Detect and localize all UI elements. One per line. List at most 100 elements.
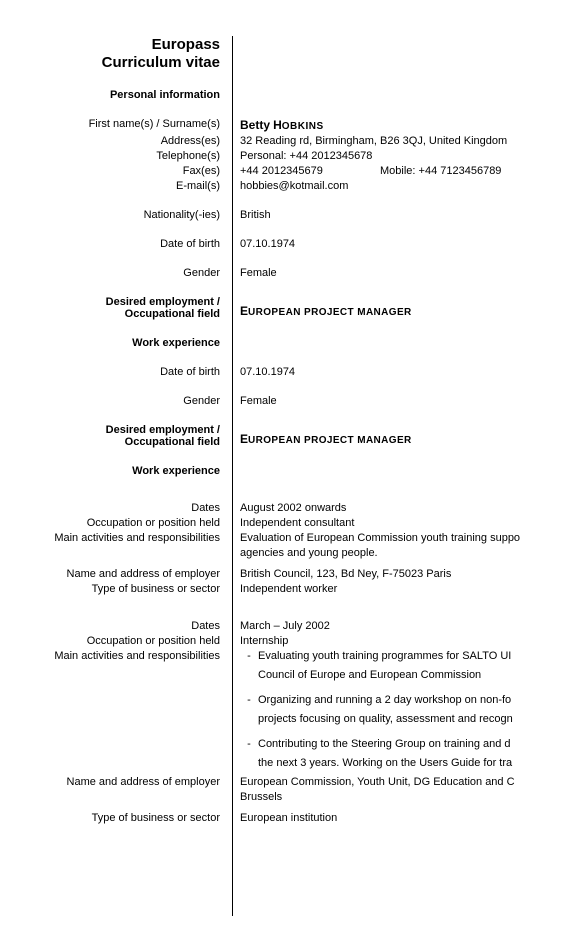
exp1-activities-row-2: agencies and young people. (0, 547, 580, 559)
dash-icon: - (240, 694, 258, 706)
desired-heading-2: Occupational field (0, 308, 220, 320)
exp2-business-value: European institution (228, 812, 568, 824)
dob-row: Date of birth 07.10.1974 (0, 238, 580, 250)
name-row: First name(s) / Surname(s) Betty HOBKINS (0, 118, 580, 132)
desired-heading-row: Desired employment / Occupational field … (0, 296, 580, 320)
name-label: First name(s) / Surname(s) (0, 118, 228, 132)
workexp-heading-row-2: Work experience (0, 465, 580, 477)
exp1-activities-value2: agencies and young people. (228, 547, 568, 559)
desired-value-rest: UROPEAN PROJECT MANAGER (248, 307, 412, 318)
exp2-business-row: Type of business or sector European inst… (0, 812, 580, 824)
exp2-dates-row: Dates March – July 2002 (0, 620, 580, 632)
exp2-b2b: projects focusing on quality, assessment… (258, 713, 568, 725)
exp1-dates-row: Dates August 2002 onwards (0, 502, 580, 514)
exp2-b2a: Organizing and running a 2 day workshop … (258, 694, 568, 706)
email-value: hobbies@kotmail.com (228, 180, 568, 192)
dash-icon: - (240, 738, 258, 750)
exp1-activities-label: Main activities and responsibilities (0, 532, 228, 544)
exp2-bullet-1: - Evaluating youth training programmes f… (228, 650, 568, 662)
exp1-occupation-value: Independent consultant (228, 517, 568, 529)
gender-value: Female (228, 267, 568, 279)
workexp-heading-1: Work experience (0, 337, 228, 349)
exp2-bullet-2: - Organizing and running a 2 day worksho… (228, 694, 568, 706)
exp2-occupation-label: Occupation or position held (0, 635, 228, 647)
title-line1: Europass (0, 36, 220, 54)
exp2-dates-value: March – July 2002 (228, 620, 568, 632)
nationality-label: Nationality(-ies) (0, 209, 228, 221)
fax-row: Fax(es) +44 2012345679 Mobile: +44 71234… (0, 165, 580, 177)
exp1-occupation-label: Occupation or position held (0, 517, 228, 529)
exp1-dates-label: Dates (0, 502, 228, 514)
desired-heading-row-2: Desired employment / Occupational field … (0, 424, 580, 448)
address-value: 32 Reading rd, Birmingham, B26 3QJ, Unit… (228, 135, 568, 147)
desired-value-first-2: E (240, 432, 248, 446)
exp2-b1b-row: Council of Europe and European Commissio… (0, 669, 580, 685)
desired-heading-1: Desired employment / (0, 296, 220, 308)
mobile-label: Mobile: (380, 165, 415, 177)
address-label: Address(es) (0, 135, 228, 147)
exp1-occupation-row: Occupation or position held Independent … (0, 517, 580, 529)
exp2-b2b-row: projects focusing on quality, assessment… (0, 713, 580, 729)
dash-icon: - (240, 650, 258, 662)
fax-value: +44 2012345679 (240, 165, 380, 177)
workexp-heading-row-1: Work experience (0, 337, 580, 349)
name-value: Betty HOBKINS (228, 118, 568, 132)
nationality-value: British (228, 209, 568, 221)
email-label: E-mail(s) (0, 180, 228, 192)
exp2-activities-label: Main activities and responsibilities (0, 650, 228, 666)
exp2-employer-label: Name and address of employer (0, 776, 228, 788)
vertical-divider (232, 36, 233, 916)
exp2-employer-row: Name and address of employer European Co… (0, 776, 580, 788)
gender-row: Gender Female (0, 267, 580, 279)
exp2-business-label: Type of business or sector (0, 812, 228, 824)
exp2-b1b: Council of Europe and European Commissio… (258, 669, 568, 681)
gender-value-2: Female (228, 395, 568, 407)
exp1-employer-value: British Council, 123, Bd Ney, F-75023 Pa… (228, 568, 568, 580)
gender-label-2: Gender (0, 395, 228, 407)
gender-row-2: Gender Female (0, 395, 580, 407)
fax-label: Fax(es) (0, 165, 228, 177)
desired-heading-1b: Desired employment / (0, 424, 220, 436)
exp2-b3b: the next 3 years. Working on the Users G… (258, 757, 568, 769)
nationality-row: Nationality(-ies) British (0, 209, 580, 221)
exp1-business-row: Type of business or sector Independent w… (0, 583, 580, 595)
mobile-value: +44 7123456789 (419, 165, 502, 177)
gender-label: Gender (0, 267, 228, 279)
desired-heading-2b: Occupational field (0, 436, 220, 448)
exp1-business-value: Independent worker (228, 583, 568, 595)
exp2-b1a: Evaluating youth training programmes for… (258, 650, 568, 662)
exp2-bullet-3: - Contributing to the Steering Group on … (228, 738, 568, 750)
dob-row-2: Date of birth 07.10.1974 (0, 366, 580, 378)
document-title: Europass Curriculum vitae (0, 36, 580, 72)
dob-label: Date of birth (0, 238, 228, 250)
exp2-activities-row: Main activities and responsibilities - E… (0, 650, 580, 666)
exp1-business-label: Type of business or sector (0, 583, 228, 595)
dob-label-2: Date of birth (0, 366, 228, 378)
exp2-b3-row: - Contributing to the Steering Group on … (0, 738, 580, 754)
dob-value-2: 07.10.1974 (228, 366, 568, 378)
dob-value: 07.10.1974 (228, 238, 568, 250)
exp1-employer-label: Name and address of employer (0, 568, 228, 580)
address-row: Address(es) 32 Reading rd, Birmingham, B… (0, 135, 580, 147)
exp2-b2-row: - Organizing and running a 2 day worksho… (0, 694, 580, 710)
exp2-occupation-row: Occupation or position held Internship (0, 635, 580, 647)
exp2-employer-value2: Brussels (228, 791, 568, 803)
email-row: E-mail(s) hobbies@kotmail.com (0, 180, 580, 192)
exp2-employer-value1: European Commission, Youth Unit, DG Educ… (228, 776, 568, 788)
exp2-occupation-value: Internship (228, 635, 568, 647)
exp2-b3b-row: the next 3 years. Working on the Users G… (0, 757, 580, 773)
desired-value-first: E (240, 304, 248, 318)
workexp-heading-2: Work experience (0, 465, 228, 477)
telephone-row: Telephone(s) Personal: +44 2012345678 (0, 150, 580, 162)
exp2-dates-label: Dates (0, 620, 228, 632)
exp1-dates-value: August 2002 onwards (228, 502, 568, 514)
personal-info-heading-row: Personal information (0, 89, 580, 101)
personal-info-heading: Personal information (0, 89, 228, 101)
telephone-value: Personal: +44 2012345678 (228, 150, 568, 162)
title-line2: Curriculum vitae (0, 54, 220, 72)
exp2-employer-row-2: Brussels (0, 791, 580, 803)
exp1-employer-row: Name and address of employer British Cou… (0, 568, 580, 580)
telephone-label: Telephone(s) (0, 150, 228, 162)
exp1-activities-row: Main activities and responsibilities Eva… (0, 532, 580, 544)
exp2-b3a: Contributing to the Steering Group on tr… (258, 738, 568, 750)
